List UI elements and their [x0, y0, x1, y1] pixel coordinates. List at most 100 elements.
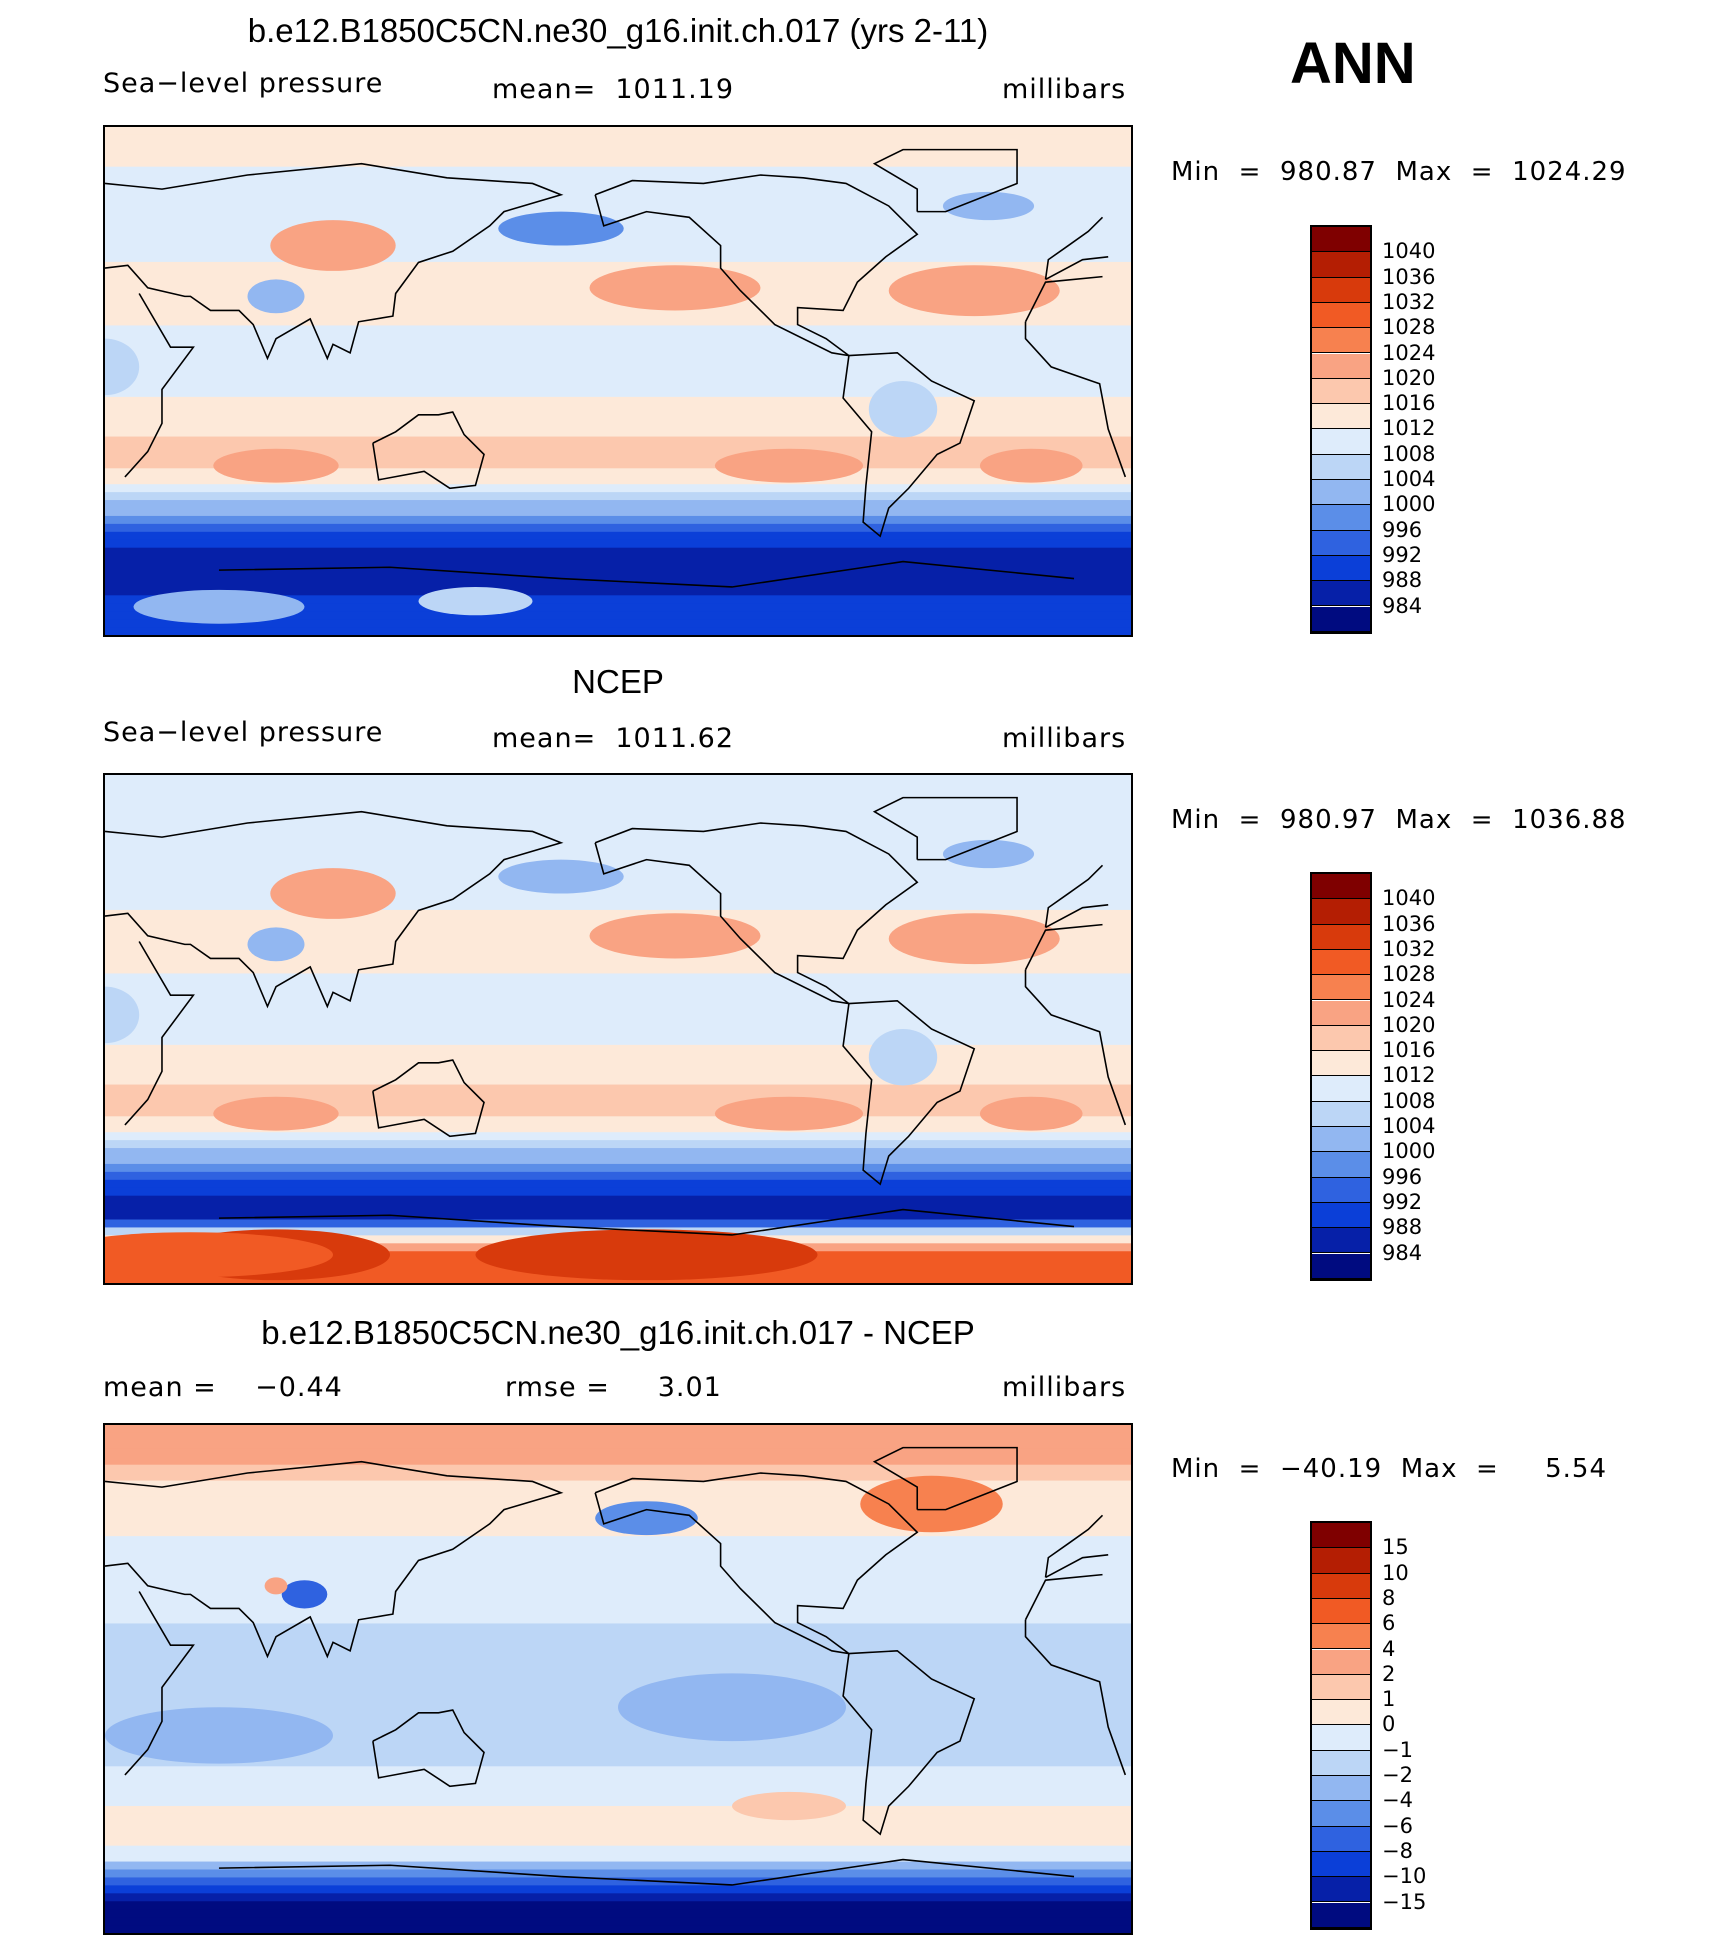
map-field [105, 775, 1131, 1283]
colorbar-tick-label: 1036 [1382, 911, 1436, 936]
zonal-band [105, 309, 1131, 319]
zonal-band [105, 1663, 1131, 1672]
zonal-band [105, 325, 1131, 334]
panel-title: NCEP [572, 663, 664, 700]
zonal-band [105, 1639, 1131, 1648]
zonal-band [105, 1084, 1131, 1094]
colorbar-tick-label: 8 [1382, 1585, 1396, 1610]
colorbar-swatch [1312, 404, 1370, 430]
pressure-feature [247, 279, 305, 314]
zonal-band [105, 1060, 1131, 1070]
zonal-band [105, 1432, 1131, 1442]
pressure-feature [418, 587, 533, 616]
zonal-band [105, 1877, 1131, 1886]
colorbar-tick-label: 10 [1382, 1560, 1409, 1585]
pressure-feature [979, 1096, 1083, 1131]
zonal-band [105, 1829, 1131, 1839]
zonal-band [105, 500, 1131, 509]
colorbar-tick-label: 1016 [1382, 1038, 1436, 1063]
coastline [872, 1446, 1018, 1511]
zonal-band [105, 1488, 1131, 1498]
pressure-feature [888, 913, 1060, 965]
colorbar-swatch [1312, 454, 1370, 480]
pressure-feature [589, 265, 761, 311]
coastline [218, 1864, 562, 1878]
colorbar-tick-label: 988 [1382, 1215, 1423, 1240]
zonal-band [105, 595, 1131, 604]
panel-model: b.e12.B1850C5CN.ne30_g16.init.ch.017 (yr… [0, 0, 1710, 651]
zonal-band [105, 1132, 1131, 1141]
coastline [594, 174, 919, 357]
zonal-band [105, 238, 1131, 247]
colorbar-tick-label: −6 [1382, 1813, 1413, 1838]
colorbar-tick-label: 1040 [1382, 239, 1436, 264]
zonal-band [105, 190, 1131, 200]
zonal-band [105, 1710, 1131, 1720]
zonal-band [105, 973, 1131, 982]
panel-title: b.e12.B1850C5CN.ne30_g16.init.ch.017 (yr… [247, 12, 989, 49]
zonal-band [105, 603, 1131, 612]
colorbar-tick-label: 2 [1382, 1661, 1396, 1686]
coastline [842, 1000, 976, 1186]
zonal-band [105, 206, 1131, 215]
zonal-band [105, 1195, 1131, 1205]
zonal-band [105, 1036, 1131, 1046]
colorbar-swatch [1312, 1000, 1370, 1026]
zonal-band [105, 254, 1131, 263]
zonal-band [105, 806, 1131, 816]
colorbar-tick-label: −4 [1382, 1788, 1413, 1813]
zonal-band [105, 949, 1131, 959]
coastline [560, 560, 1075, 588]
coastline [560, 1858, 1075, 1886]
zonal-band [105, 1140, 1131, 1149]
zonal-band [105, 1853, 1131, 1863]
zonal-band [105, 460, 1131, 469]
zonal-band [105, 1671, 1131, 1680]
zonal-band [105, 1869, 1131, 1879]
zonal-band [105, 846, 1131, 855]
zonal-band [105, 1456, 1131, 1466]
colorbar-swatch [1312, 1101, 1370, 1127]
map-plot [103, 1423, 1133, 1935]
zonal-band [105, 822, 1131, 832]
coastline [372, 411, 485, 490]
zonal-band [105, 1766, 1131, 1775]
zonal-band [105, 886, 1131, 895]
colorbar-swatch [1312, 1025, 1370, 1052]
pressure-feature [868, 1029, 938, 1086]
coastline [1044, 1514, 1104, 1578]
min-max-label: Min = −40.19 Max = 5.54 [1171, 1454, 1608, 1484]
zonal-band [105, 627, 1131, 635]
zonal-band [105, 1734, 1131, 1744]
zonal-band [105, 1607, 1131, 1617]
zonal-band [105, 1575, 1131, 1585]
colorbar-swatch [1312, 1152, 1370, 1178]
zonal-band [105, 1726, 1131, 1736]
colorbar-tick-label: 984 [1382, 593, 1423, 618]
pressure-feature [942, 839, 1035, 869]
coastline [560, 1208, 1075, 1236]
zonal-band [105, 854, 1131, 863]
zonal-band [105, 317, 1131, 327]
colorbar-tick-label: −15 [1382, 1889, 1427, 1914]
mean-label: mean= 1011.62 [492, 723, 735, 754]
panel-ncep: NCEP Sea−level pressure mean= 1011.62 mi… [0, 651, 1710, 1302]
zonal-band [105, 1837, 1131, 1847]
coastline [842, 352, 976, 538]
panel-title: b.e12.B1850C5CN.ne30_g16.init.ch.017 - N… [261, 1314, 975, 1351]
pressure-feature [868, 381, 938, 438]
colorbar-tick-label: 992 [1382, 1189, 1423, 1214]
zonal-band [105, 523, 1131, 533]
zonal-band [105, 420, 1131, 430]
colorbar-tick-label: 1024 [1382, 340, 1436, 365]
colorbar-swatch [1312, 378, 1370, 405]
zonal-band [105, 388, 1131, 398]
coastline [1024, 923, 1103, 971]
zonal-band [105, 965, 1131, 975]
zonal-band [105, 150, 1131, 160]
zonal-band [105, 1694, 1131, 1704]
colorbar-swatch [1312, 1624, 1370, 1650]
zonal-band [105, 1156, 1131, 1165]
zonal-band [105, 1806, 1131, 1815]
colorbar-tick-label: 1000 [1382, 492, 1436, 517]
